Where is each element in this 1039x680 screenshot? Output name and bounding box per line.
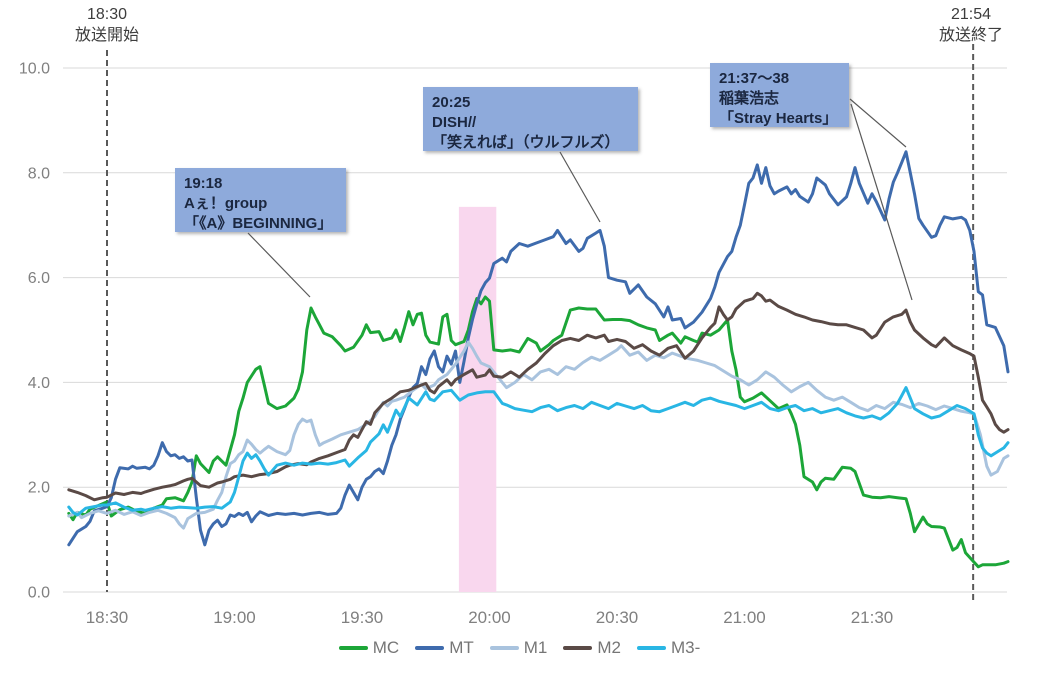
broadcast-start-label: 18:30 放送開始	[42, 4, 172, 46]
broadcast-start-time: 18:30	[86, 6, 128, 23]
y-tick-label: 2.0	[28, 480, 50, 497]
y-tick-label: 4.0	[28, 375, 50, 392]
callout-time: 20:25	[432, 94, 471, 111]
x-tick-label: 20:00	[468, 608, 511, 627]
legend-label: MC	[372, 638, 400, 657]
legend-item-M2: M2	[563, 638, 621, 658]
legend-swatch-M3-	[636, 646, 666, 650]
callout-artist: Aぇ！group	[184, 195, 268, 212]
legend-label: M3-	[670, 638, 701, 657]
callout-song: 「Stray Hearts」	[719, 110, 838, 127]
broadcast-end-text: 放送終了	[938, 27, 1003, 44]
chart-legend: MC MT M1 M2 M3-	[0, 638, 1039, 658]
y-tick-label: 8.0	[28, 165, 50, 182]
legend-swatch-M2	[563, 646, 593, 650]
callout-time: 21:37～38	[719, 70, 790, 87]
series-line-M2	[67, 291, 1010, 502]
series-line-MC	[67, 295, 1010, 569]
legend-swatch-MC	[338, 646, 368, 650]
x-tick-label: 18:30	[86, 608, 129, 627]
legend-item-M3-: M3-	[636, 638, 701, 658]
highlight-band	[458, 206, 497, 593]
legend-item-MT: MT	[415, 638, 474, 658]
callout-performance-3: 21:37～38 稲葉浩志 「Stray Hearts」	[710, 63, 849, 127]
callout-artist: DISH//	[432, 114, 477, 131]
y-tick-label: 0.0	[28, 585, 50, 602]
callout-song: 「笑えれば」（ウルフルズ）	[432, 134, 620, 151]
y-tick-label: 10.0	[19, 61, 50, 78]
leader-lines	[247, 98, 913, 301]
x-tick-label: 21:30	[851, 608, 894, 627]
legend-label: MT	[449, 638, 474, 657]
broadcast-start-text: 放送開始	[74, 27, 139, 44]
x-tick-label: 19:30	[341, 608, 384, 627]
y-tick-labels: 0.0 2.0 4.0 6.0 8.0 10.0	[19, 61, 50, 602]
callout-performance-1: 19:18 Aぇ！group 「《A》BEGINNING」	[175, 168, 346, 232]
legend-item-MC: MC	[338, 638, 400, 658]
series-line-M1	[67, 340, 1010, 530]
legend-item-M1: M1	[489, 638, 548, 658]
series-line-MT	[67, 150, 1010, 547]
legend-swatch-M1	[489, 646, 519, 650]
callout-artist: 稲葉浩志	[719, 90, 780, 107]
legend-label: M1	[523, 638, 548, 657]
legend-swatch-MT	[415, 646, 445, 650]
callout-song: 「《A》BEGINNING」	[184, 215, 333, 232]
x-tick-label: 20:30	[596, 608, 639, 627]
callout-performance-2: 20:25 DISH// 「笑えれば」（ウルフルズ）	[423, 87, 638, 151]
y-tick-label: 6.0	[28, 270, 50, 287]
x-tick-label: 21:00	[723, 608, 766, 627]
callout-time: 19:18	[184, 175, 223, 192]
series-line-M3-	[67, 386, 1010, 517]
broadcast-end-label: 21:54 放送終了	[906, 4, 1036, 46]
legend-label: M2	[597, 638, 621, 657]
broadcast-end-time: 21:54	[950, 6, 992, 23]
x-tick-labels: 18:30 19:00 19:30 20:00 20:30 21:00 21:30	[86, 608, 894, 627]
x-tick-label: 19:00	[213, 608, 256, 627]
